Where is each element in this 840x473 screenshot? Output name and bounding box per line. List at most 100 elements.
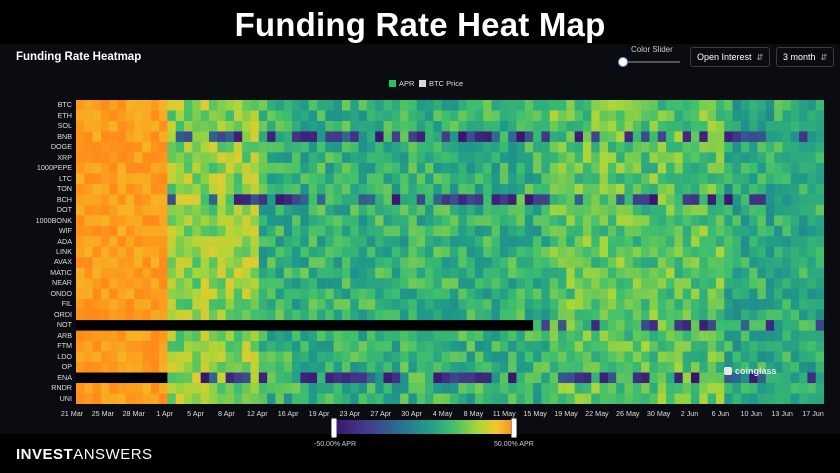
heatmap-cell	[325, 320, 335, 331]
heatmap-cell	[275, 225, 285, 237]
heatmap-cell	[117, 257, 127, 269]
heatmap-cell	[200, 141, 210, 153]
heatmap-cell	[267, 183, 276, 195]
heatmap-cell	[524, 110, 534, 122]
heatmap-cell	[782, 173, 792, 185]
heatmap-cell	[317, 372, 326, 384]
heatmap-cell	[674, 320, 684, 331]
heatmap-cell	[624, 215, 634, 227]
heatmap-cell	[400, 131, 409, 143]
heatmap-cell	[533, 330, 542, 342]
heatmap-cell	[275, 372, 285, 384]
heatmap-cell	[350, 362, 359, 373]
heatmap-cell	[76, 131, 85, 143]
legend-btc-price[interactable]: BTC Price	[419, 79, 463, 88]
heatmap-cell	[159, 194, 168, 206]
heatmap-cell	[350, 183, 359, 195]
heatmap-cell	[549, 141, 559, 153]
heatmap-cell	[674, 393, 684, 404]
heatmap-cell	[267, 278, 276, 289]
heatmap-cell	[416, 141, 426, 153]
heatmap-cell	[400, 267, 409, 279]
heatmap-cell	[682, 320, 692, 331]
heatmap-cell	[815, 162, 824, 174]
heatmap-cell	[649, 383, 659, 394]
heatmap-cell	[242, 183, 251, 195]
heatmap-cell	[109, 351, 118, 363]
range-select[interactable]: 3 month ⇵	[776, 47, 835, 67]
heatmap-cell	[159, 383, 168, 394]
heatmap-cell	[109, 120, 118, 132]
heatmap-cell	[383, 309, 393, 321]
heatmap-cell	[699, 341, 709, 352]
legend-apr[interactable]: APR	[389, 79, 414, 88]
heatmap-cell	[782, 278, 792, 289]
heatmap-cell	[715, 131, 725, 143]
metric-select[interactable]: Open Interest ⇵	[690, 47, 771, 67]
heatmap-cell	[317, 225, 326, 237]
heatmap-cell	[765, 152, 775, 164]
heatmap-cell	[566, 100, 576, 111]
heatmap-cell	[184, 173, 193, 185]
heatmap-cell	[200, 288, 210, 300]
colorbar-max-handle[interactable]	[511, 418, 517, 438]
heatmap-cell	[242, 215, 251, 227]
heatmap-cell	[707, 320, 717, 331]
heatmap-cell	[682, 330, 692, 342]
heatmap-cell	[541, 131, 551, 143]
heatmap-cell	[184, 341, 193, 352]
heatmap-cell	[749, 320, 758, 331]
heatmap-cell	[582, 215, 592, 227]
funding-rate-heatmap[interactable]	[76, 100, 824, 404]
heatmap-cell	[558, 267, 567, 279]
heatmap-cell	[516, 120, 526, 132]
heatmap-cell	[167, 393, 177, 404]
heatmap-cell	[558, 246, 567, 258]
heatmap-cell	[391, 100, 401, 111]
heatmap-cell	[466, 173, 476, 185]
legend-btc-swatch	[419, 80, 426, 87]
heatmap-cell	[657, 341, 667, 352]
heatmap-cell	[458, 225, 468, 237]
heatmap-cell	[558, 383, 567, 394]
heatmap-cell	[807, 309, 817, 321]
heatmap-cell	[458, 100, 468, 111]
heatmap-cell	[549, 100, 559, 111]
heatmap-cell	[258, 183, 268, 195]
heatmap-cell	[699, 173, 709, 185]
heatmap-cell	[292, 173, 301, 185]
heatmap-cell	[300, 152, 310, 164]
heatmap-cell	[574, 100, 584, 111]
heatmap-cell	[757, 162, 767, 174]
heatmap-cell	[184, 278, 193, 289]
heatmap-cell	[607, 162, 617, 174]
heatmap-cell	[582, 351, 592, 363]
heatmap-cell	[757, 183, 767, 195]
heatmap-cell	[549, 278, 559, 289]
heatmap-cell	[391, 309, 401, 321]
heatmap-cell	[582, 383, 592, 394]
heatmap-cell	[616, 131, 625, 143]
heatmap-cell	[508, 267, 517, 279]
color-slider-track[interactable]	[622, 61, 680, 63]
heatmap-cell	[691, 246, 700, 258]
color-slider-knob[interactable]	[618, 57, 628, 67]
heatmap-cell	[508, 194, 517, 206]
heatmap-cell	[267, 152, 276, 164]
heatmap-cell	[350, 267, 359, 279]
heatmap-cell	[508, 383, 517, 394]
heatmap-cell	[574, 383, 584, 394]
heatmap-cell	[258, 236, 268, 248]
heatmap-cell	[125, 320, 135, 331]
heatmap-cell	[566, 194, 576, 206]
heatmap-cell	[624, 110, 634, 122]
heatmap-cell	[125, 372, 135, 384]
heatmap-cell	[109, 194, 118, 206]
heatmap-cell	[666, 320, 675, 331]
heatmap-cell	[740, 100, 750, 111]
heatmap-cell	[632, 330, 642, 342]
heatmap-cell	[250, 236, 260, 248]
colorbar-min-handle[interactable]	[331, 418, 337, 438]
heatmap-cell	[790, 215, 800, 227]
heatmap-cell	[582, 257, 592, 269]
